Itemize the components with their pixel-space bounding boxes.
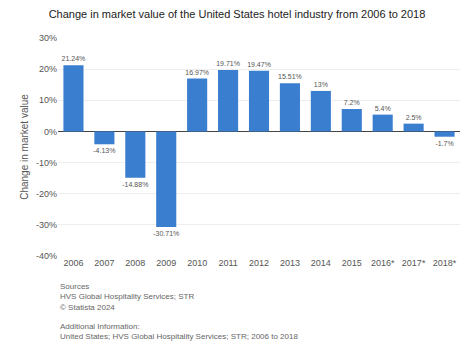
svg-text:10%: 10%	[39, 95, 57, 105]
svg-text:-40%: -40%	[36, 251, 57, 261]
svg-text:15.51%: 15.51%	[278, 73, 302, 80]
svg-text:2008: 2008	[125, 258, 145, 268]
svg-text:13%: 13%	[314, 81, 328, 88]
svg-text:-20%: -20%	[36, 189, 57, 199]
svg-text:21.24%: 21.24%	[62, 55, 86, 62]
svg-text:20%: 20%	[39, 64, 57, 74]
svg-text:2018*: 2018*	[433, 258, 457, 268]
svg-text:2006: 2006	[63, 258, 83, 268]
svg-text:Additional Information:United: Additional Information:United States; HV…	[60, 322, 298, 341]
svg-text:Change in market value: Change in market value	[19, 94, 30, 200]
svg-text:2009: 2009	[156, 258, 176, 268]
svg-text:-30.71%: -30.71%	[153, 230, 179, 237]
svg-text:2013: 2013	[280, 258, 300, 268]
svg-text:16.97%: 16.97%	[185, 69, 209, 76]
svg-text:2007: 2007	[94, 258, 114, 268]
svg-text:2011: 2011	[218, 258, 237, 268]
svg-text:2016*: 2016*	[371, 258, 395, 268]
svg-text:2015: 2015	[342, 258, 362, 268]
svg-text:5.4%: 5.4%	[375, 105, 391, 112]
svg-text:19.47%: 19.47%	[247, 61, 271, 68]
svg-text:-14.88%: -14.88%	[122, 181, 148, 188]
svg-text:0%: 0%	[44, 127, 57, 137]
svg-text:2012: 2012	[249, 258, 269, 268]
svg-text:19.71%: 19.71%	[216, 60, 240, 67]
svg-text:-4.13%: -4.13%	[93, 147, 115, 154]
svg-text:2.5%: 2.5%	[406, 114, 422, 121]
svg-text:Change in market value of the: Change in market value of the United Sta…	[49, 8, 426, 20]
svg-text:2017*: 2017*	[402, 258, 426, 268]
svg-text:-1.7%: -1.7%	[435, 140, 453, 147]
svg-text:2010: 2010	[187, 258, 207, 268]
svg-text:7.2%: 7.2%	[344, 99, 360, 106]
svg-text:SourcesHVS Global Hospitality: SourcesHVS Global Hospitality Services; …	[60, 282, 194, 312]
svg-text:-30%: -30%	[36, 220, 57, 230]
svg-text:-10%: -10%	[36, 158, 57, 168]
svg-text:2014: 2014	[311, 258, 331, 268]
svg-text:30%: 30%	[39, 33, 57, 43]
